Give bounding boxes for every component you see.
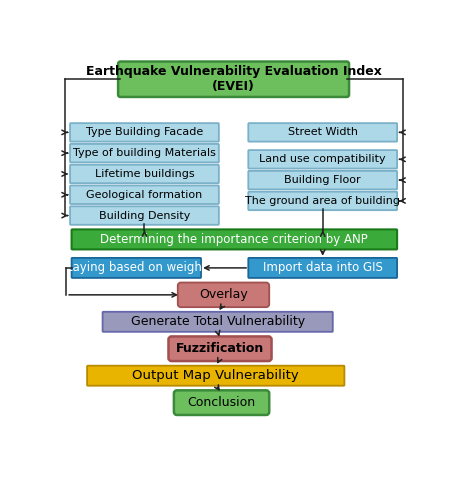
Text: Building Floor: Building Floor	[284, 175, 361, 185]
FancyBboxPatch shape	[70, 123, 219, 142]
Text: Geological formation: Geological formation	[86, 190, 202, 200]
Text: Laying based on weight: Laying based on weight	[66, 262, 207, 274]
FancyBboxPatch shape	[70, 144, 219, 163]
FancyBboxPatch shape	[248, 171, 397, 190]
Text: Determining the importance criterion by ANP: Determining the importance criterion by …	[101, 233, 368, 246]
FancyBboxPatch shape	[248, 123, 397, 142]
FancyBboxPatch shape	[71, 258, 201, 278]
Text: Output Map Vulnerability: Output Map Vulnerability	[132, 369, 299, 382]
Text: Lifetime buildings: Lifetime buildings	[95, 169, 194, 179]
FancyBboxPatch shape	[102, 312, 333, 332]
Text: Fuzzification: Fuzzification	[176, 342, 264, 355]
Text: Type Building Facade: Type Building Facade	[86, 128, 203, 138]
Text: Building Density: Building Density	[99, 210, 190, 220]
FancyBboxPatch shape	[248, 150, 397, 169]
Text: Land use compatibility: Land use compatibility	[259, 154, 386, 164]
FancyBboxPatch shape	[71, 230, 397, 250]
Text: Conclusion: Conclusion	[187, 396, 256, 409]
FancyBboxPatch shape	[118, 62, 349, 97]
Text: The ground area of building: The ground area of building	[245, 196, 400, 206]
FancyBboxPatch shape	[70, 164, 219, 183]
Text: Overlay: Overlay	[199, 288, 248, 302]
FancyBboxPatch shape	[174, 390, 269, 415]
Text: Import data into GIS: Import data into GIS	[263, 262, 383, 274]
Text: Type of building Materials: Type of building Materials	[73, 148, 216, 158]
FancyBboxPatch shape	[178, 282, 269, 307]
FancyBboxPatch shape	[87, 366, 344, 386]
FancyBboxPatch shape	[70, 186, 219, 204]
FancyBboxPatch shape	[248, 258, 397, 278]
Text: Generate Total Vulnerability: Generate Total Vulnerability	[131, 316, 305, 328]
FancyBboxPatch shape	[248, 192, 397, 210]
FancyBboxPatch shape	[168, 336, 272, 361]
Text: Street Width: Street Width	[288, 128, 358, 138]
FancyBboxPatch shape	[70, 206, 219, 225]
Text: Earthquake Vulnerability Evaluation Index
(EVEI): Earthquake Vulnerability Evaluation Inde…	[86, 65, 381, 93]
